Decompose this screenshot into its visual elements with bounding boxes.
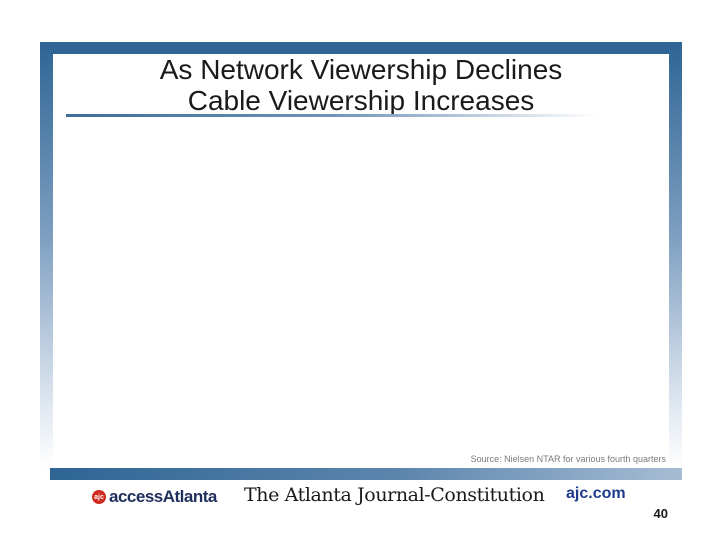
slide-title-line-1: As Network Viewership Declines bbox=[159, 54, 563, 85]
access-atlanta-text: accessAtlanta bbox=[109, 487, 217, 506]
ajc-dot-icon: ajc bbox=[92, 490, 106, 504]
title-underline bbox=[66, 114, 600, 117]
frame-top-bar bbox=[40, 42, 682, 54]
slide-title-line-2: Cable Viewership Increases bbox=[187, 85, 535, 116]
source-note: Source: Nielsen NTAR for various fourth … bbox=[470, 454, 666, 464]
ajc-com-logo: ajc.com bbox=[566, 485, 626, 502]
frame-left-bar bbox=[40, 42, 53, 468]
frame-bottom-bar bbox=[50, 468, 682, 480]
slide-title: As Network Viewership Declines Cable Vie… bbox=[53, 54, 669, 116]
ajc-newspaper-logo: The Atlanta Journal-Constitution bbox=[244, 484, 545, 506]
slide-content-area bbox=[53, 54, 669, 468]
page-number: 40 bbox=[653, 506, 668, 521]
frame-right-bar bbox=[669, 42, 682, 468]
access-atlanta-logo: ajc accessAtlanta bbox=[92, 486, 217, 508]
